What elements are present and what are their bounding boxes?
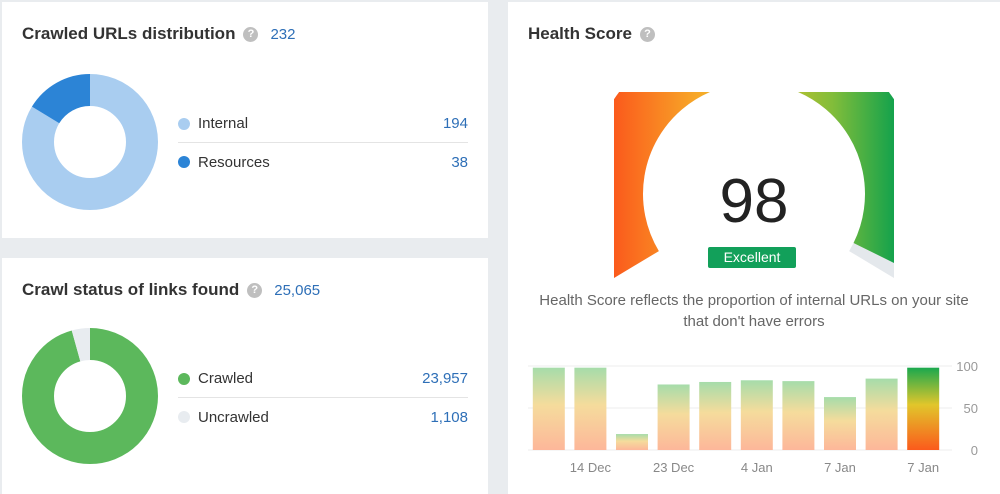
legend-label: Resources <box>198 153 270 171</box>
health-score-card: Health Score ? 98 Excellent Health Score… <box>508 2 1000 494</box>
bar[interactable] <box>907 367 940 450</box>
help-icon[interactable]: ? <box>243 26 259 42</box>
legend-item-uncrawled[interactable]: Uncrawled 1,108 <box>178 398 468 436</box>
legend-value[interactable]: 23,957 <box>422 370 468 387</box>
crawled-dot-icon <box>178 372 190 385</box>
x-tick-label: 14 Dec <box>570 460 612 475</box>
crawl-status-legend: Crawled 23,957 Uncrawled 1,108 <box>178 360 468 436</box>
bar[interactable] <box>574 367 607 450</box>
legend-item-crawled[interactable]: Crawled 23,957 <box>178 360 468 398</box>
y-tick-label: 0 <box>971 443 978 458</box>
crawled-urls-legend: Internal 194 Resources 38 <box>178 105 468 181</box>
bar[interactable] <box>657 384 690 450</box>
help-icon[interactable]: ? <box>639 26 655 42</box>
bar[interactable] <box>824 397 856 450</box>
gauge-fill <box>614 92 894 278</box>
legend-value[interactable]: 194 <box>442 115 468 132</box>
crawl-status-donut-chart[interactable] <box>22 328 158 464</box>
health-score-title: Health Score <box>528 24 632 43</box>
bar[interactable] <box>699 381 732 450</box>
health-score-value: 98 <box>719 167 789 236</box>
crawl-status-card: Crawl status of links found ? 25,065 Cra… <box>2 258 488 494</box>
x-tick-label: 7 Jan <box>907 460 939 475</box>
crawl-status-title: Crawl status of links found <box>22 280 240 299</box>
legend-label: Uncrawled <box>198 408 269 426</box>
legend-label: Crawled <box>198 370 254 387</box>
crawl-status-title-row: Crawl status of links found ? 25,065 <box>22 280 320 300</box>
internal-dot-icon <box>178 117 190 130</box>
x-tick-label: 7 Jan <box>824 460 856 475</box>
health-score-title-row: Health Score ? <box>528 24 655 44</box>
help-icon[interactable]: ? <box>247 282 263 298</box>
crawled-urls-slice-resources[interactable] <box>22 74 158 210</box>
uncrawled-dot-icon <box>178 411 190 423</box>
x-tick-label: 4 Jan <box>741 460 773 475</box>
legend-value[interactable]: 1,108 <box>430 408 468 426</box>
legend-item-internal[interactable]: Internal 194 <box>178 105 468 143</box>
health-score-description: Health Score reflects the proportion of … <box>539 292 969 330</box>
health-score-badge: Excellent <box>708 247 796 268</box>
y-tick-label: 100 <box>956 359 978 374</box>
health-score-history-chart[interactable]: 0 50 100 14 Dec 23 Dec 4 Jan 7 Jan 7 Jan <box>508 352 1000 482</box>
resources-dot-icon <box>178 156 190 168</box>
legend-label: Internal <box>198 115 249 132</box>
health-score-gauge <box>614 92 894 278</box>
x-tick-label: 23 Dec <box>653 460 695 475</box>
crawled-urls-title-row: Crawled URLs distribution ? 232 <box>22 24 296 44</box>
legend-value[interactable]: 38 <box>451 153 468 171</box>
bar[interactable] <box>616 434 648 450</box>
bar[interactable] <box>865 378 898 450</box>
crawled-urls-title: Crawled URLs distribution <box>22 24 236 43</box>
crawled-urls-donut-chart[interactable] <box>22 74 158 210</box>
bar[interactable] <box>782 381 815 450</box>
crawled-urls-card: Crawled URLs distribution ? 232 Internal… <box>2 2 488 238</box>
bar[interactable] <box>532 367 565 450</box>
crawled-urls-total[interactable]: 232 <box>270 25 296 43</box>
crawl-status-total[interactable]: 25,065 <box>274 281 321 299</box>
y-tick-label: 50 <box>964 401 978 416</box>
crawl-status-slice-uncrawled[interactable] <box>22 328 158 464</box>
legend-item-resources[interactable]: Resources 38 <box>178 143 468 181</box>
bar[interactable] <box>740 380 773 450</box>
